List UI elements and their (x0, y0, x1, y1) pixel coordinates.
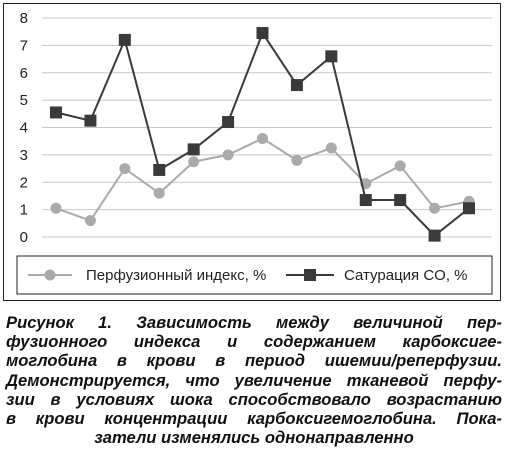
series-2 (50, 27, 475, 242)
data-point (188, 156, 200, 168)
data-point (428, 229, 441, 242)
legend-entry: Сатурация CO, % (286, 267, 468, 284)
data-point (325, 50, 338, 63)
gridlines (42, 17, 492, 238)
legend-marker (44, 269, 56, 281)
caption-line: Демонстрируется, что увеличение тканевой… (6, 370, 502, 390)
y-tick-label: 3 (20, 147, 28, 164)
y-tick-label: 4 (20, 120, 28, 137)
data-point (429, 202, 441, 214)
data-point (291, 154, 303, 166)
legend-marker (304, 269, 316, 281)
data-point (359, 194, 372, 207)
data-point (187, 143, 200, 156)
data-point (50, 202, 62, 214)
legend-label: Сатурация CO, % (344, 267, 468, 284)
legend: Перфузионный индекс, % Сатурация CO, % (16, 255, 493, 295)
data-point (222, 149, 234, 161)
caption-line: фузионного индекса и содержанием карбокс… (6, 332, 502, 352)
data-point (325, 142, 337, 154)
data-point (257, 132, 268, 144)
data-point (256, 27, 269, 40)
y-tick-labels: 0 1 2 3 4 5 6 7 8 (20, 10, 28, 246)
y-tick-label: 5 (20, 92, 28, 109)
data-point (394, 160, 406, 172)
data-point (119, 163, 131, 175)
y-tick-label: 8 (20, 10, 28, 27)
series-1 (50, 132, 475, 227)
y-tick-label: 7 (20, 37, 28, 54)
caption-line: Рисунок 1. Зависимость между величиной п… (6, 313, 502, 332)
caption-line: зии в условиях шока способствовало возра… (6, 389, 502, 409)
y-tick-label: 1 (20, 202, 28, 219)
y-tick-label: 2 (20, 174, 28, 191)
data-point (153, 187, 165, 199)
legend-box (16, 255, 493, 295)
data-point (463, 202, 475, 215)
legend-label: Перфузионный индекс, % (86, 267, 266, 284)
y-tick-label: 0 (20, 229, 28, 246)
data-point (290, 79, 303, 92)
data-point (222, 116, 235, 129)
data-point (153, 163, 166, 176)
series-layer (50, 27, 475, 242)
data-point (118, 33, 131, 46)
y-tick-label: 6 (20, 65, 28, 82)
caption-line: в крови концентрации карбоксигемоглобина… (6, 409, 502, 429)
figure-caption: Рисунок 1. Зависимость между величиной п… (6, 313, 502, 447)
line-chart: 0 1 2 3 4 5 6 7 8 Перфузионный индекс, % Сатураци… (16, 10, 493, 295)
caption-line: моглобина в крови в период ишемии/реперф… (6, 351, 502, 371)
chart-frame: 0 1 2 3 4 5 6 7 8 Перфузионный индекс, % Сатураци… (3, 3, 501, 301)
caption-line: затели изменялись однонаправленно (94, 428, 414, 448)
legend-entry: Перфузионный индекс, % (28, 267, 266, 284)
data-point (394, 194, 407, 207)
data-point (84, 114, 97, 127)
data-point (84, 215, 96, 227)
data-point (50, 106, 62, 119)
